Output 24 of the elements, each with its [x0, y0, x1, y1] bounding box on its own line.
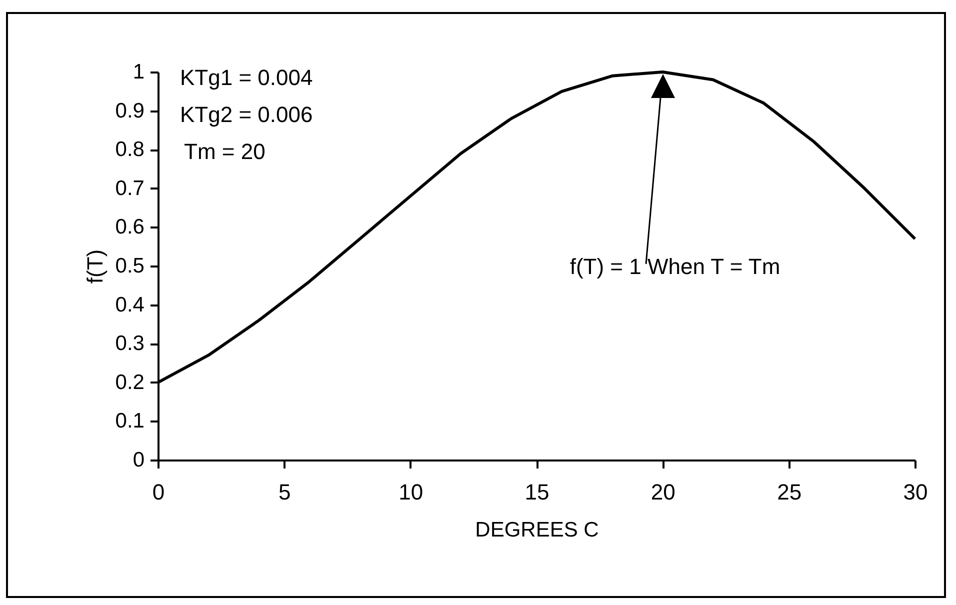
y-tick-label: 1 [132, 60, 144, 84]
x-tick-label: 15 [524, 480, 550, 504]
y-tick-label: 0.2 [115, 370, 144, 394]
annotation: Tm = 20 [184, 139, 266, 164]
y-tick-label: 0.4 [115, 293, 145, 316]
x-tick-label: 20 [650, 480, 676, 504]
x-tick-label: 25 [777, 480, 802, 504]
x-tick-label: 0 [152, 480, 165, 504]
y-tick-label: 0.5 [115, 254, 144, 278]
y-tick-label: 0.9 [115, 99, 144, 122]
y-tick-label: 0 [132, 448, 144, 472]
x-tick-label: 5 [278, 480, 291, 504]
y-tick-label: 0.8 [115, 138, 144, 162]
x-axis-title: DEGREES C [475, 518, 599, 542]
annotation: KTg2 = 0.006 [180, 102, 313, 127]
y-tick-label: 0.1 [115, 410, 144, 433]
y-axis-title: f(T) [82, 249, 108, 284]
x-tick-label: 30 [903, 480, 928, 504]
y-tick-label: 0.3 [115, 332, 144, 356]
y-tick-label: 0.7 [115, 176, 144, 200]
y-tick-label: 0.6 [115, 216, 144, 239]
annotation: KTg1 = 0.004 [180, 65, 313, 90]
x-tick-label: 10 [398, 480, 424, 504]
annotation: f(T) = 1 When T = Tm [570, 254, 780, 279]
